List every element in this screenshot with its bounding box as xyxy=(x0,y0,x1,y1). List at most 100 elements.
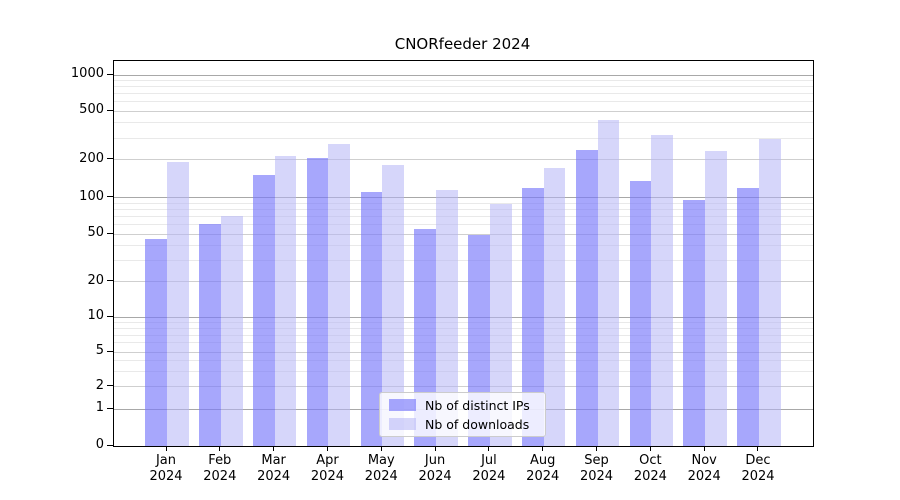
bar-downloads xyxy=(328,143,351,446)
gridline-labeled-minor xyxy=(114,351,813,353)
x-tick-label-year: 2024 xyxy=(741,469,775,484)
x-tick-label: Feb 2024 xyxy=(190,453,250,485)
x-tick-label-year: 2024 xyxy=(579,469,614,484)
legend-swatch-downloads xyxy=(389,418,416,430)
bar-downloads xyxy=(758,138,781,446)
x-tick-label-year: 2024 xyxy=(526,469,560,484)
x-tick-label-year: 2024 xyxy=(687,469,721,484)
gridline-major xyxy=(114,197,813,198)
x-tick-label-month: Jan xyxy=(155,453,177,468)
x-tick-label-month: May xyxy=(367,453,395,468)
gridline-minor xyxy=(114,342,813,344)
x-tick-label: Apr 2024 xyxy=(297,453,357,485)
y-tick-label: 500 xyxy=(79,102,104,117)
x-tick-label-month: Nov xyxy=(691,453,717,468)
y-tick-mark xyxy=(107,280,113,281)
y-tick-label: 5 xyxy=(95,343,104,358)
bar-distinct-ips xyxy=(575,149,598,446)
x-tick-label-year: 2024 xyxy=(364,469,398,484)
x-tick-label-month: Apr xyxy=(316,453,339,468)
x-tick-label: Jun 2024 xyxy=(405,453,465,485)
x-tick-label-year: 2024 xyxy=(257,469,291,484)
gridline-minor xyxy=(114,327,813,329)
y-tick-mark xyxy=(107,232,113,234)
gridline-minor xyxy=(114,321,813,323)
gridline-minor xyxy=(114,334,813,336)
x-tick-mark xyxy=(596,446,598,451)
gridline-labeled-minor xyxy=(114,233,813,235)
y-tick-label: 50 xyxy=(87,225,104,240)
bar-downloads xyxy=(651,134,674,446)
bar-downloads xyxy=(382,165,404,446)
y-tick-label: 10 xyxy=(87,308,104,323)
bar-downloads xyxy=(489,204,512,446)
gridline-minor xyxy=(114,93,813,95)
x-tick-mark xyxy=(488,446,490,451)
bar-distinct-ips xyxy=(252,175,275,446)
y-tick-mark xyxy=(107,315,113,317)
x-tick-label: Jul 2024 xyxy=(459,453,519,485)
gridline-minor xyxy=(114,202,813,204)
bar-distinct-ips xyxy=(629,181,652,446)
y-tick-label: 1 xyxy=(95,400,104,415)
legend-label-distinct-ips: Nb of distinct IPs xyxy=(425,397,530,413)
bar-distinct-ips xyxy=(360,192,383,446)
y-tick-label: 0 xyxy=(95,437,104,452)
x-tick-label-month: Sep xyxy=(584,453,609,468)
plot-area: Nb of distinct IPs Nb of downloads xyxy=(113,60,814,447)
gridline-minor xyxy=(114,122,813,124)
y-tick-mark xyxy=(107,350,113,352)
x-tick-mark xyxy=(219,446,221,451)
bar-downloads xyxy=(167,162,189,446)
chart-title: CNORfeeder 2024 xyxy=(394,35,531,53)
x-tick-label-year: 2024 xyxy=(203,469,237,484)
legend-item-downloads: Nb of downloads xyxy=(389,417,536,432)
bar-distinct-ips xyxy=(737,188,759,446)
x-tick-label: May 2024 xyxy=(351,453,411,485)
x-tick-label-year: 2024 xyxy=(149,469,183,484)
x-tick-mark xyxy=(649,446,651,451)
x-tick-label: Sep 2024 xyxy=(567,453,627,485)
x-tick-label-year: 2024 xyxy=(472,469,506,484)
x-tick-mark xyxy=(273,446,275,451)
gridline-minor xyxy=(114,101,813,103)
gridline-minor xyxy=(114,208,813,210)
gridline-labeled-minor xyxy=(114,386,813,387)
gridline-minor xyxy=(114,215,813,217)
x-tick-label: Oct 2024 xyxy=(620,453,680,485)
gridline-major xyxy=(114,316,813,318)
bar-distinct-ips xyxy=(306,158,329,446)
bar-downloads xyxy=(543,168,566,446)
x-tick-mark xyxy=(380,446,382,451)
x-tick-mark xyxy=(757,446,759,451)
gridline-minor xyxy=(114,79,813,81)
x-tick-mark xyxy=(326,446,328,451)
x-tick-label: Aug 2024 xyxy=(513,453,573,485)
x-tick-label: Mar 2024 xyxy=(244,453,304,485)
x-tick-mark xyxy=(165,446,167,451)
x-tick-label-month: Aug xyxy=(530,453,556,468)
y-tick-label: 200 xyxy=(79,150,104,166)
y-tick-mark xyxy=(107,385,113,386)
bar-downloads xyxy=(597,119,620,446)
bar-distinct-ips xyxy=(145,239,167,446)
bar-downloads xyxy=(274,155,297,446)
x-tick-mark xyxy=(542,446,544,451)
y-tick-mark xyxy=(107,73,113,75)
x-tick-label-month: Jun xyxy=(424,453,446,468)
x-tick-label: Dec 2024 xyxy=(728,453,788,485)
y-tick-label: 2 xyxy=(95,377,104,393)
bar-downloads xyxy=(436,189,458,446)
legend-swatch-distinct-ips xyxy=(389,399,416,411)
y-tick-mark xyxy=(107,407,113,409)
legend: Nb of distinct IPs Nb of downloads xyxy=(379,392,546,437)
x-tick-label-month: Jul xyxy=(481,453,497,468)
y-tick-mark xyxy=(107,196,113,197)
x-tick-label-year: 2024 xyxy=(418,469,452,484)
bar-downloads xyxy=(705,150,727,446)
gridline-minor xyxy=(114,86,813,88)
x-tick-label-year: 2024 xyxy=(633,469,667,484)
y-tick-mark xyxy=(107,444,113,446)
gridline-labeled-minor xyxy=(114,159,813,160)
bar-distinct-ips xyxy=(199,224,221,446)
